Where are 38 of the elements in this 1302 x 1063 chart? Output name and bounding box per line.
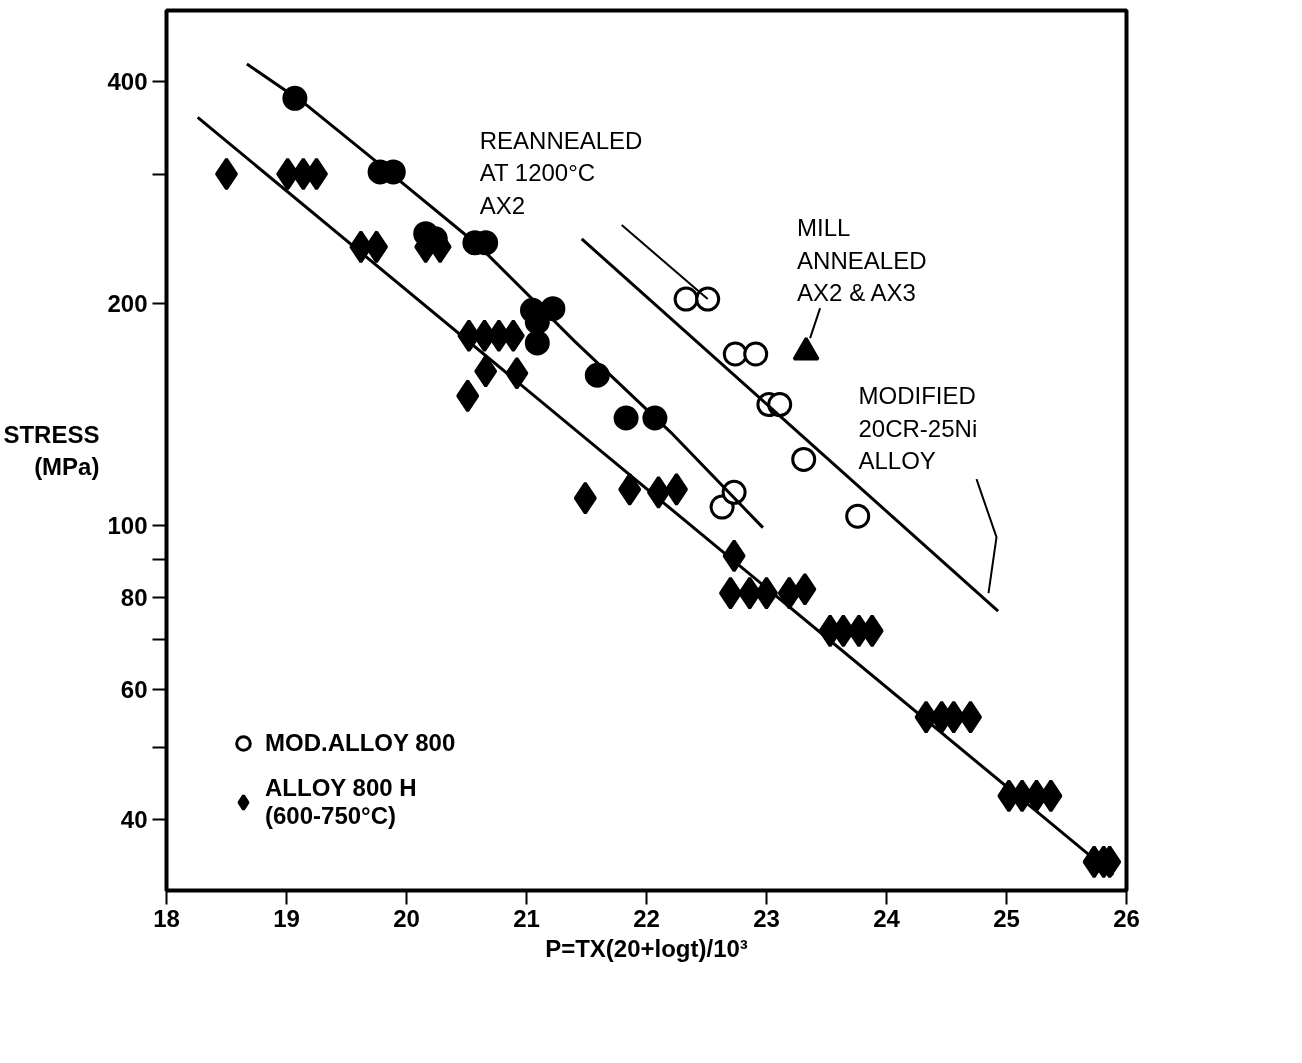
x-tick-label: 22 bbox=[633, 904, 660, 932]
point bbox=[474, 354, 498, 388]
annotation: MODIFIED 20CR-25Ni ALLOY bbox=[858, 382, 978, 474]
y-tick-label: 200 bbox=[107, 290, 148, 318]
x-tick-label: 24 bbox=[873, 904, 901, 932]
y-axis-title: STRESS (MPa) bbox=[3, 420, 100, 481]
annotation: REANNEALED AT 1200°C AX2 bbox=[479, 127, 643, 219]
x-tick-label: 26 bbox=[1113, 904, 1140, 932]
point bbox=[618, 472, 642, 506]
y-tick-label: 60 bbox=[120, 675, 148, 703]
line-series bbox=[245, 62, 765, 530]
point bbox=[673, 286, 699, 312]
y-tick-label: 100 bbox=[107, 512, 148, 540]
x-tick-label: 25 bbox=[993, 904, 1020, 932]
point bbox=[456, 379, 480, 413]
legend-label: ALLOY 800 H (600-750°C) bbox=[265, 774, 417, 830]
y-tick-label: 40 bbox=[120, 805, 148, 833]
point bbox=[584, 362, 610, 388]
annotation: MILL ANNEALED AX2 & AX3 bbox=[797, 214, 927, 306]
x-axis-title: P=TX(20+logt)/10³ bbox=[545, 934, 748, 962]
point bbox=[845, 503, 871, 529]
point bbox=[722, 341, 748, 367]
legend-label: MOD.ALLOY 800 bbox=[265, 729, 456, 757]
point bbox=[613, 405, 639, 431]
point bbox=[793, 572, 817, 606]
y-tick-label: 80 bbox=[120, 583, 148, 611]
point bbox=[695, 286, 721, 312]
x-tick-label: 20 bbox=[393, 904, 420, 932]
point bbox=[743, 341, 769, 367]
x-tick-label: 19 bbox=[273, 904, 300, 932]
point bbox=[791, 446, 817, 472]
point bbox=[524, 330, 550, 356]
point bbox=[573, 481, 597, 515]
y-tick-label: 400 bbox=[107, 68, 148, 96]
x-tick-label: 23 bbox=[753, 904, 780, 932]
x-tick-label: 18 bbox=[153, 904, 180, 932]
x-tick-label: 21 bbox=[513, 904, 540, 932]
point bbox=[540, 296, 566, 322]
